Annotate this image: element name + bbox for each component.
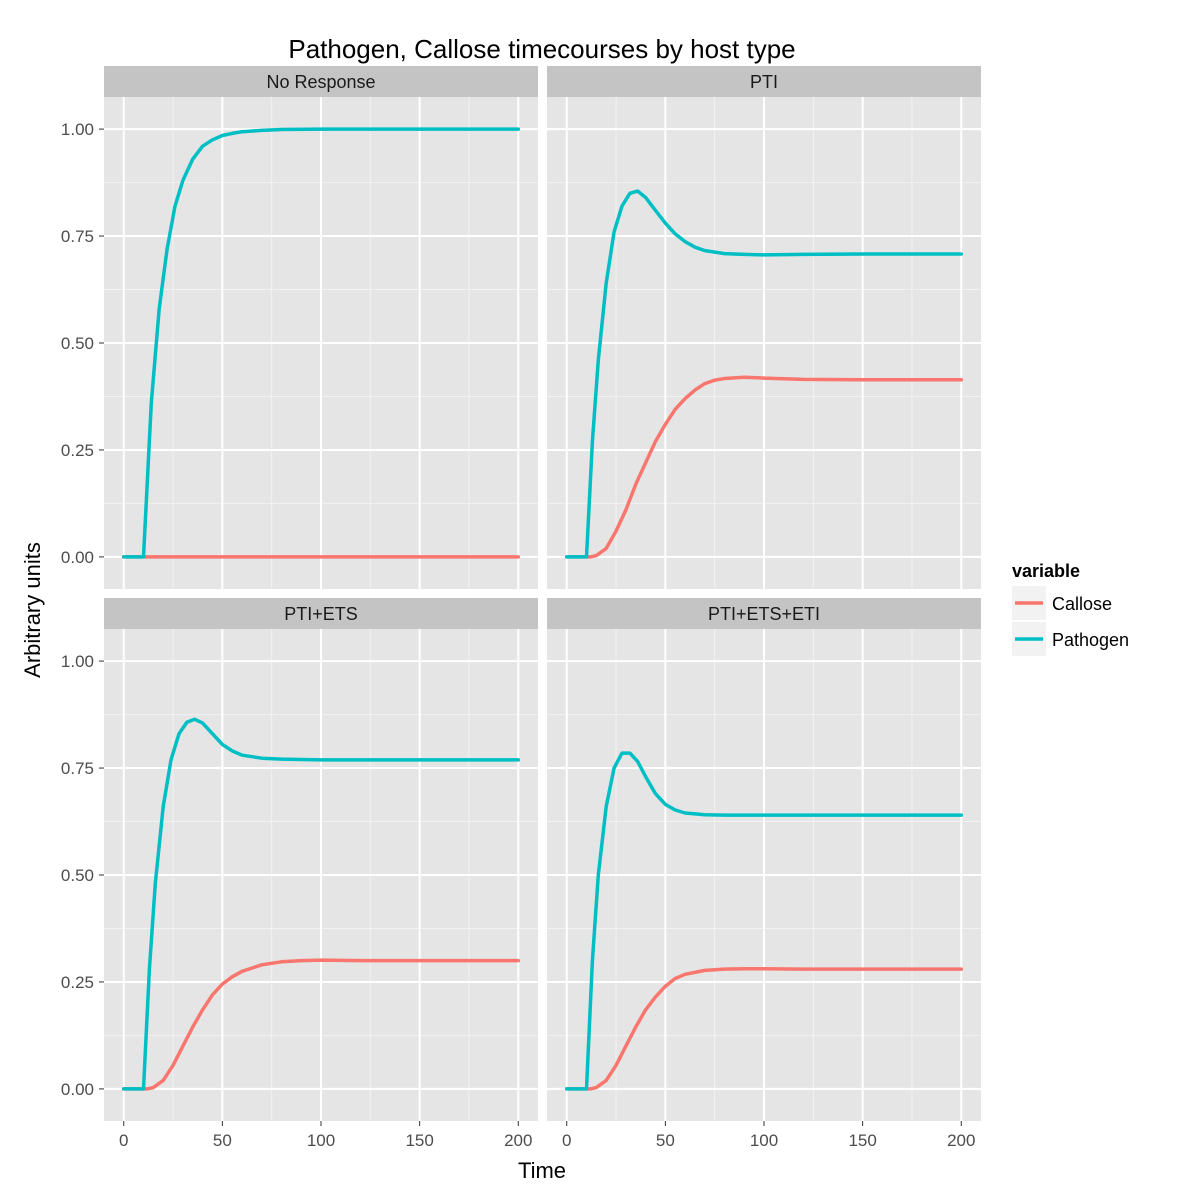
y-tick-label: 1.00	[61, 652, 94, 671]
y-tick-label: 0.25	[61, 441, 94, 460]
x-tick-label: 0	[562, 1131, 571, 1150]
facet-strip-label: No Response	[266, 72, 375, 92]
facet-strip-label: PTI+ETS	[284, 604, 358, 624]
y-tick-label: 0.00	[61, 548, 94, 567]
facet-panel: PTI+ETS 0.00 0.25 0.50 0.75 1.00 0 50 100 150 200	[61, 598, 538, 1150]
x-axis-title: Time	[518, 1158, 566, 1183]
y-tick-label: 0.50	[61, 334, 94, 353]
y-tick-label: 0.50	[61, 866, 94, 885]
facet-strip	[104, 598, 538, 629]
x-tick-label: 0	[119, 1131, 128, 1150]
facet-strip-label: PTI	[750, 72, 778, 92]
x-tick-label: 150	[405, 1131, 433, 1150]
y-tick-label: 0.00	[61, 1080, 94, 1099]
x-tick-label: 200	[947, 1131, 975, 1150]
series-line-pathogen	[121, 127, 521, 559]
facet-strip-label: PTI+ETS+ETI	[708, 604, 820, 624]
y-tick-label: 0.75	[61, 759, 94, 778]
legend-title: variable	[1012, 561, 1080, 581]
series-line-pathogen	[564, 751, 964, 1091]
y-tick-label: 0.25	[61, 973, 94, 992]
facet-panel: No Response 0.00 0.25 0.50 0.75 1.00	[61, 66, 538, 589]
legend-label: Pathogen	[1052, 630, 1129, 650]
x-tick-label: 150	[848, 1131, 876, 1150]
x-tick-label: 50	[213, 1131, 232, 1150]
series-line-callose	[564, 375, 964, 559]
facet-strip	[547, 66, 981, 97]
series-line-pathogen	[564, 189, 964, 559]
facet-panel: PTI	[547, 66, 981, 589]
facet-strip	[547, 598, 981, 629]
series-line-callose	[121, 958, 521, 1091]
series-line-pathogen	[121, 717, 521, 1091]
facet-panels: No Response 0.00 0.25 0.50 0.75 1.00 PTI PTI+ET…	[61, 66, 981, 1150]
chart-title: Pathogen, Callose timecourses by host ty…	[288, 34, 795, 64]
x-tick-label: 100	[307, 1131, 335, 1150]
x-tick-label: 200	[504, 1131, 532, 1150]
x-tick-label: 50	[656, 1131, 675, 1150]
legend: variable Callose Pathogen	[1012, 561, 1129, 656]
y-axis-title: Arbitrary units	[20, 542, 45, 678]
facet-panel: PTI+ETS+ETI 0 50 100 150 200	[547, 598, 981, 1150]
facet-strip	[104, 66, 538, 97]
x-tick-label: 100	[750, 1131, 778, 1150]
legend-label: Callose	[1052, 594, 1112, 614]
y-tick-label: 1.00	[61, 120, 94, 139]
y-tick-label: 0.75	[61, 227, 94, 246]
series-line-callose	[564, 966, 964, 1091]
